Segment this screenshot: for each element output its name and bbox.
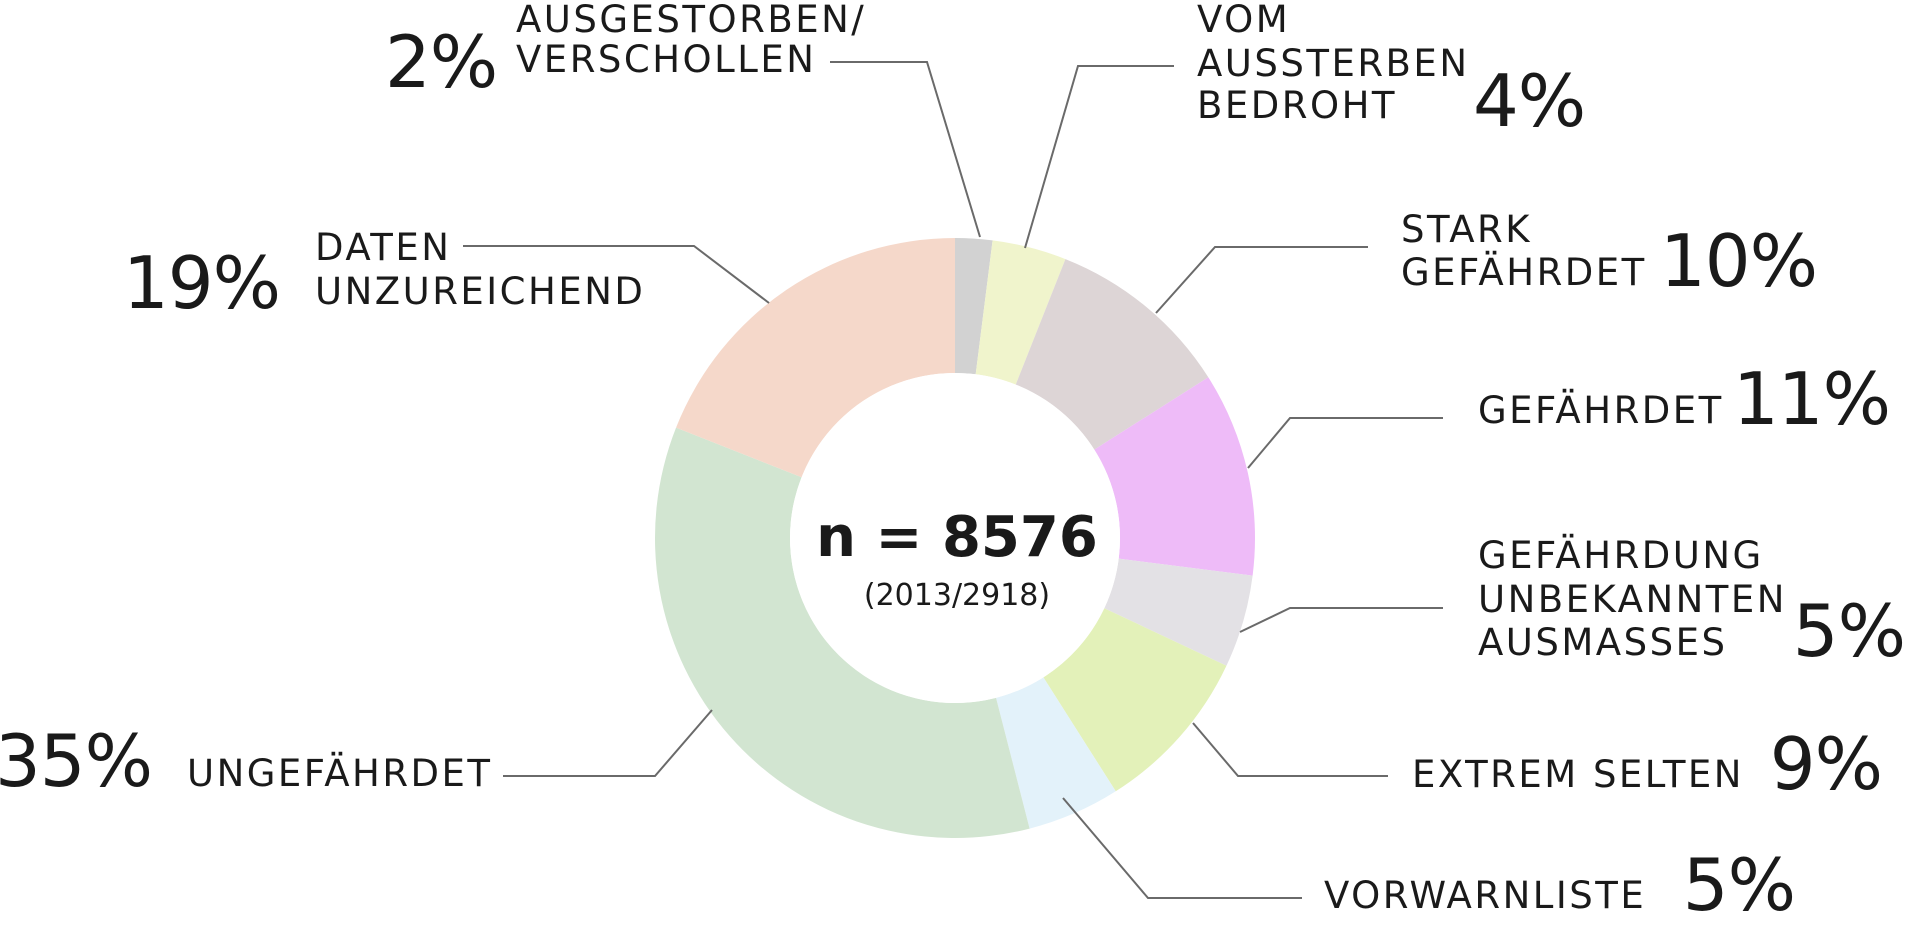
leader-line-4 xyxy=(1239,607,1443,633)
donut-hole xyxy=(790,373,1120,703)
leader-line-8 xyxy=(463,245,770,304)
slice-label-8-line-0: DATEN xyxy=(315,226,451,269)
slice-4 xyxy=(1104,558,1253,666)
leader-line-5 xyxy=(1192,722,1388,777)
slice-3 xyxy=(1094,377,1255,576)
leader-line-6 xyxy=(1062,797,1302,899)
slice-percent-4: 5% xyxy=(1793,589,1905,673)
slice-percent-1: 4% xyxy=(1473,59,1585,143)
slice-percent-6: 5% xyxy=(1683,843,1795,927)
slice-percent-2: 10% xyxy=(1660,219,1817,303)
slice-0 xyxy=(955,238,993,375)
slice-label-2-line-1: GEFÄHRDET xyxy=(1401,251,1647,294)
year-range-label: (2013/2918) xyxy=(864,578,1050,613)
leader-line-1 xyxy=(1024,65,1174,249)
slice-label-1-line-0: VOM xyxy=(1197,0,1290,41)
slice-label-4-line-1: UNBEKANNTEN xyxy=(1478,578,1787,621)
slice-label-2-line-0: STARK xyxy=(1401,208,1532,251)
slice-label-7-line-0: UNGEFÄHRDET xyxy=(187,752,493,795)
slice-label-1-line-1: AUSSTERBEN xyxy=(1197,42,1470,85)
slice-percent-7: 35% xyxy=(0,719,152,803)
slice-percent-0: 2% xyxy=(385,20,497,104)
slice-percent-8: 19% xyxy=(123,241,280,325)
slice-label-8-line-1: UNZUREICHEND xyxy=(315,270,645,313)
slice-percent-3: 11% xyxy=(1733,357,1890,441)
slice-5 xyxy=(1043,608,1227,792)
slice-label-0-line-0: AUSGESTORBEN/ xyxy=(516,0,866,41)
leader-line-2 xyxy=(1155,246,1368,314)
leader-line-0 xyxy=(830,61,981,238)
slice-6 xyxy=(996,677,1116,829)
slice-percent-5: 9% xyxy=(1770,722,1882,806)
center-layer: n = 8576 (2013/2918) xyxy=(816,505,1098,613)
leader-line-3 xyxy=(1247,417,1443,469)
slices-layer xyxy=(655,237,1255,838)
slice-label-5-line-0: EXTREM SELTEN xyxy=(1412,753,1744,796)
slice-2 xyxy=(1015,259,1209,450)
sample-size-label: n = 8576 xyxy=(816,505,1098,570)
slice-7 xyxy=(655,427,1030,838)
slice-8 xyxy=(676,237,955,478)
leaders-layer xyxy=(463,61,1443,899)
slice-label-6-line-0: VORWARNLISTE xyxy=(1324,874,1646,917)
slice-label-4-line-2: AUSMASSES xyxy=(1478,621,1727,664)
slice-label-0-line-1: VERSCHOLLEN xyxy=(516,38,816,81)
leader-line-7 xyxy=(503,709,713,777)
slice-label-4-line-0: GEFÄHRDUNG xyxy=(1478,534,1764,577)
slice-label-3-line-0: GEFÄHRDET xyxy=(1478,389,1724,432)
slice-1 xyxy=(975,240,1066,385)
slice-label-1-line-2: BEDROHT xyxy=(1197,84,1397,127)
